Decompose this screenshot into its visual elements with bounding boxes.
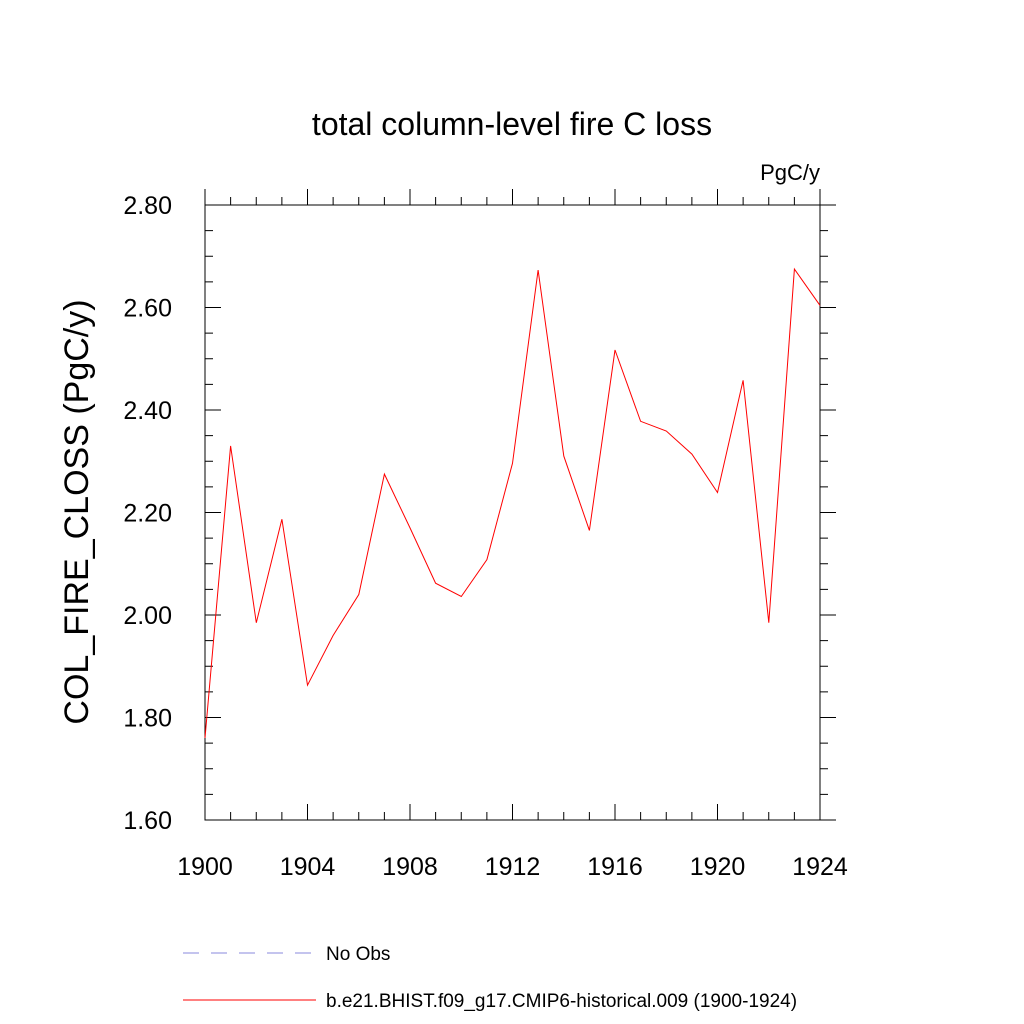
x-tick-label: 1900 xyxy=(177,853,233,881)
series-line-0 xyxy=(204,267,821,739)
chart-title: total column-level fire C loss xyxy=(312,106,712,142)
legend-label-0: No Obs xyxy=(326,944,390,965)
x-tick-label: 1904 xyxy=(280,853,336,881)
legend: No Obs b.e21.BHIST.f09_g17.CMIP6-historic… xyxy=(183,944,797,1012)
x-tick-label: 1912 xyxy=(485,853,541,881)
legend-label-1: b.e21.BHIST.f09_g17.CMIP6-historical.009… xyxy=(326,991,797,1012)
series-layer xyxy=(204,267,821,739)
y-tick-label: 2.00 xyxy=(123,602,172,630)
y-tick-label: 2.20 xyxy=(123,500,172,528)
x-tick-label: 1920 xyxy=(690,853,746,881)
y-tick-label: 2.40 xyxy=(123,397,172,425)
y-tick-label: 2.60 xyxy=(123,295,172,323)
axis-ticks: 1900 1904 1908 1912 1916 1920 1924 1.60 1.80 2.00… xyxy=(123,189,848,881)
x-tick-label: 1908 xyxy=(382,853,438,881)
y-tick-label: 2.80 xyxy=(123,192,172,220)
unit-label: PgC/y xyxy=(760,160,820,185)
y-tick-label: 1.60 xyxy=(123,807,172,835)
x-tick-label: 1924 xyxy=(792,853,848,881)
y-axis-label: COL_FIRE_CLOSS (PgC/y) xyxy=(58,299,96,724)
x-tick-label: 1916 xyxy=(587,853,643,881)
plot-frame xyxy=(204,204,821,821)
y-tick-label: 1.80 xyxy=(123,705,172,733)
